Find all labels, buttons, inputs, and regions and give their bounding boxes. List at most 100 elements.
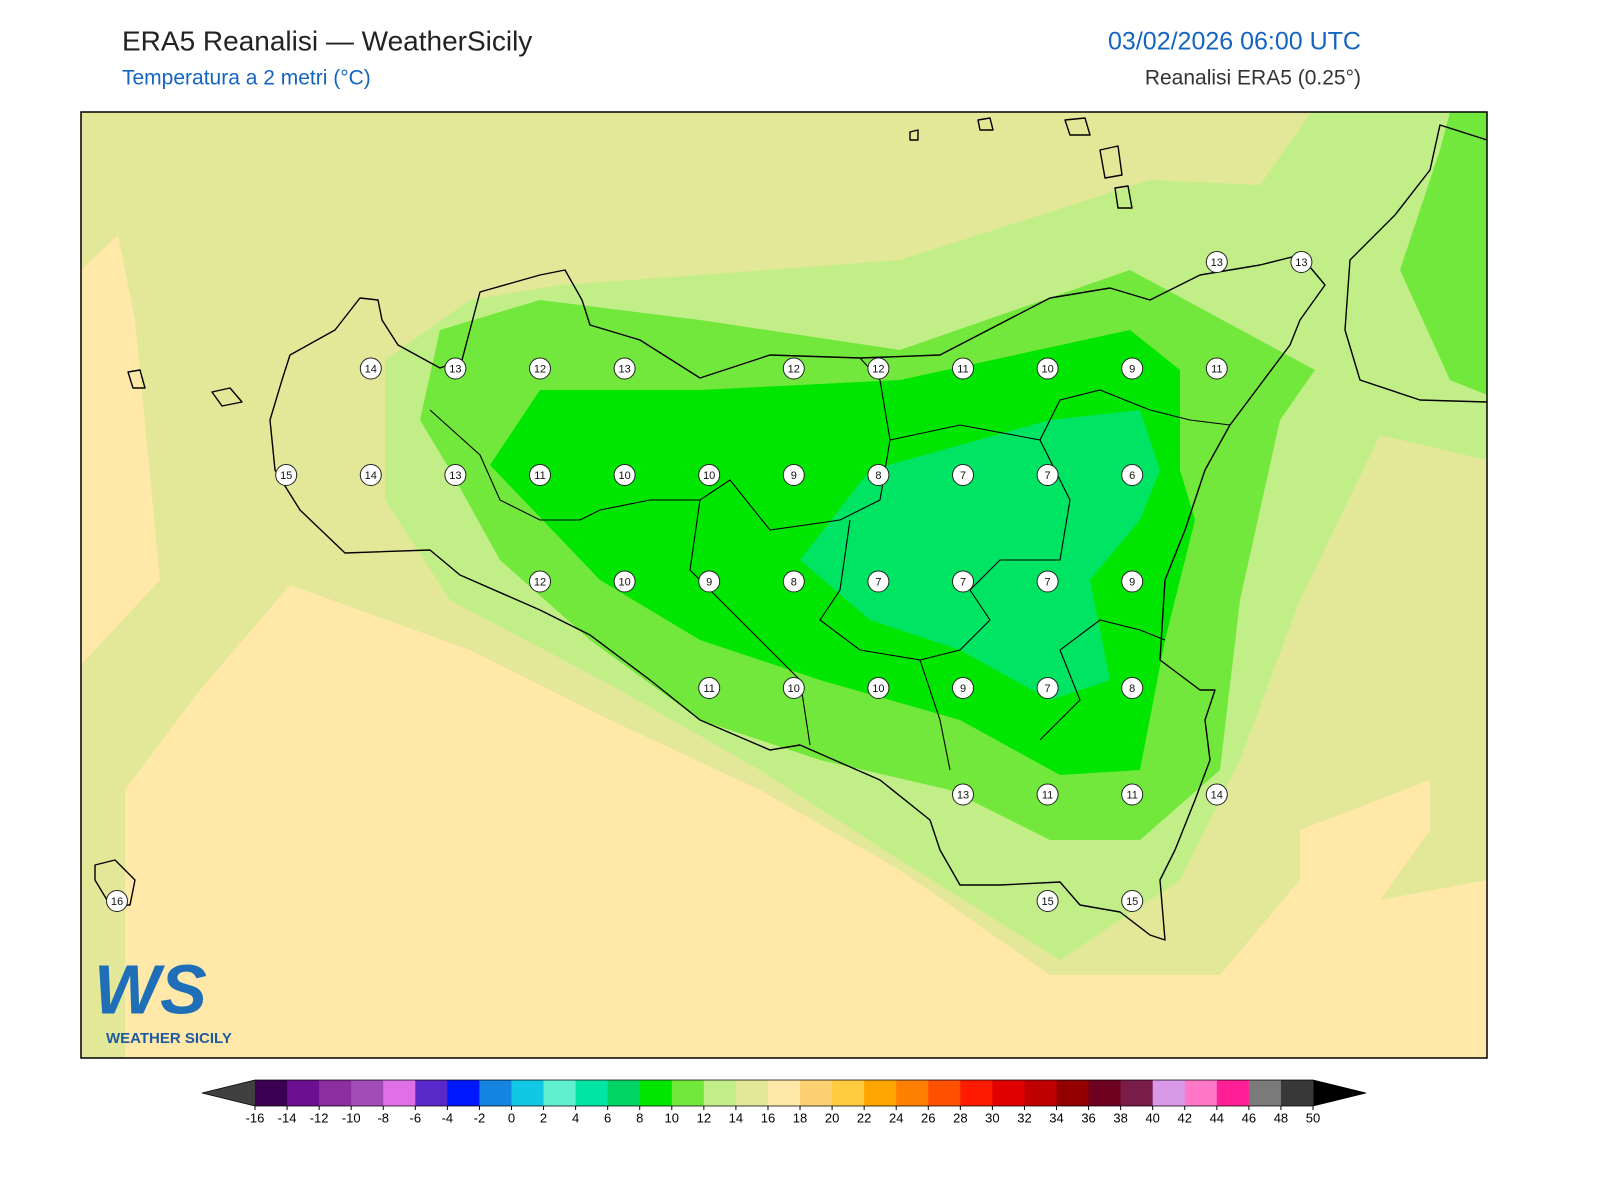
station-marker xyxy=(1121,464,1144,486)
colorbar-swatch xyxy=(639,1080,673,1106)
station-value: 11 xyxy=(1042,789,1053,801)
island xyxy=(909,129,919,141)
colorbar-swatch xyxy=(415,1080,448,1106)
station-marker xyxy=(106,890,128,912)
colorbar-tick-label: 22 xyxy=(857,1110,871,1125)
colorbar-swatch xyxy=(960,1080,993,1106)
colorbar-swatch xyxy=(832,1080,865,1106)
logo-mark: WS xyxy=(94,950,207,1028)
station-marker xyxy=(359,357,382,380)
colorbar-swatch xyxy=(351,1080,384,1106)
station-marker xyxy=(952,783,974,806)
station-value: 13 xyxy=(1211,257,1223,269)
station-value: 7 xyxy=(1045,470,1051,482)
colorbar-swatch xyxy=(928,1080,961,1106)
colorbar-swatch xyxy=(1024,1080,1058,1106)
logo: WS WEATHER SICILY xyxy=(94,950,232,1046)
colorbar-tick-label: 48 xyxy=(1274,1110,1288,1125)
colorbar-tick-label: 40 xyxy=(1145,1110,1159,1125)
colorbar-tick-label: 4 xyxy=(572,1110,579,1125)
station-marker xyxy=(1121,783,1144,806)
station-value: 13 xyxy=(449,470,461,482)
colorbar-swatch xyxy=(864,1080,897,1106)
station-value: 12 xyxy=(872,363,884,375)
colorbar-swatch xyxy=(575,1080,609,1106)
station-marker xyxy=(1036,677,1059,699)
coastline xyxy=(269,254,1326,941)
island xyxy=(211,387,243,407)
island xyxy=(1064,117,1091,136)
colorbar-swatch xyxy=(1120,1080,1154,1106)
colorbar-tick-label: 42 xyxy=(1178,1110,1192,1125)
colorbar-tick-label: 28 xyxy=(953,1110,967,1125)
station-marker xyxy=(698,677,721,699)
colorbar-tick-label: -10 xyxy=(342,1110,361,1125)
station-marker xyxy=(1290,251,1313,273)
colorbar-tick-label: 10 xyxy=(665,1110,679,1125)
station-marker xyxy=(1205,251,1228,273)
station-marker xyxy=(952,357,974,380)
colorbar-swatch xyxy=(767,1080,801,1106)
colorbar-swatch xyxy=(607,1080,641,1106)
station-value: 9 xyxy=(1129,576,1135,588)
station-marker xyxy=(867,570,890,593)
colorbar-under xyxy=(202,1080,255,1106)
colorbar: -16 -14 -12 -10 -8 -6 -4 -2 0 2 4 6 8 10 12 14 16 18 20 22 2… xyxy=(201,1079,1367,1125)
colorbar-tick-label: 36 xyxy=(1081,1110,1095,1125)
station-value: 8 xyxy=(1129,683,1135,695)
field-warm xyxy=(81,585,1487,1058)
station-marker xyxy=(359,464,382,486)
colorbar-tick-label: 32 xyxy=(1017,1110,1031,1125)
station-value: 12 xyxy=(534,363,546,375)
station-value: 15 xyxy=(280,470,292,482)
station-value: 13 xyxy=(1295,257,1307,269)
station-marker xyxy=(1121,357,1144,380)
subtitle: Temperatura a 2 metri (°C) xyxy=(122,67,371,90)
colorbar-swatch xyxy=(447,1080,480,1106)
colorbar-tick-label: 18 xyxy=(793,1110,807,1125)
station-value: 7 xyxy=(875,576,881,588)
colorbar-tick-label: -2 xyxy=(474,1110,486,1125)
station-value: 7 xyxy=(1045,576,1051,588)
colorbar-swatch xyxy=(383,1080,416,1106)
station-marker xyxy=(529,570,551,593)
field-cool xyxy=(1400,112,1487,395)
station-marker xyxy=(1036,357,1059,380)
colorbar-tick-label: 30 xyxy=(985,1110,999,1125)
station-marker xyxy=(782,677,805,699)
colorbar-swatch xyxy=(896,1080,929,1106)
province-border xyxy=(919,439,1071,661)
station-value: 7 xyxy=(960,470,966,482)
colorbar-tick-label: -14 xyxy=(278,1110,297,1125)
colorbar-swatch xyxy=(543,1080,577,1106)
station-marker xyxy=(529,464,551,486)
colorbar-swatch xyxy=(1152,1080,1186,1106)
station-marker xyxy=(613,357,636,380)
colorbar-tick-label: 12 xyxy=(697,1110,711,1125)
station-value: 13 xyxy=(449,363,461,375)
colorbar-swatch xyxy=(255,1080,288,1106)
colorbar-tick-label: 6 xyxy=(604,1110,611,1125)
colorbar-swatch xyxy=(319,1080,352,1106)
station-value: 12 xyxy=(788,363,800,375)
station-marker xyxy=(952,677,974,699)
station-marker xyxy=(1036,464,1059,486)
colorbar-tick-label: 14 xyxy=(729,1110,743,1125)
field-warm xyxy=(81,235,160,665)
station-value: 11 xyxy=(1126,789,1137,801)
province-border xyxy=(1039,619,1166,741)
station-marker xyxy=(444,357,467,380)
colorbar-tick-label: -12 xyxy=(310,1110,329,1125)
colorbar-tick-label: 8 xyxy=(636,1110,643,1125)
colorbar-swatch xyxy=(1280,1080,1314,1106)
station-value: 11 xyxy=(957,363,968,375)
province-border xyxy=(819,519,951,771)
colorbar-tick-label: 2 xyxy=(540,1110,547,1125)
colorbar-tick-label: -8 xyxy=(377,1110,389,1125)
station-value: 11 xyxy=(1211,363,1222,375)
station-marker xyxy=(529,357,551,380)
station-value: 16 xyxy=(111,896,123,908)
